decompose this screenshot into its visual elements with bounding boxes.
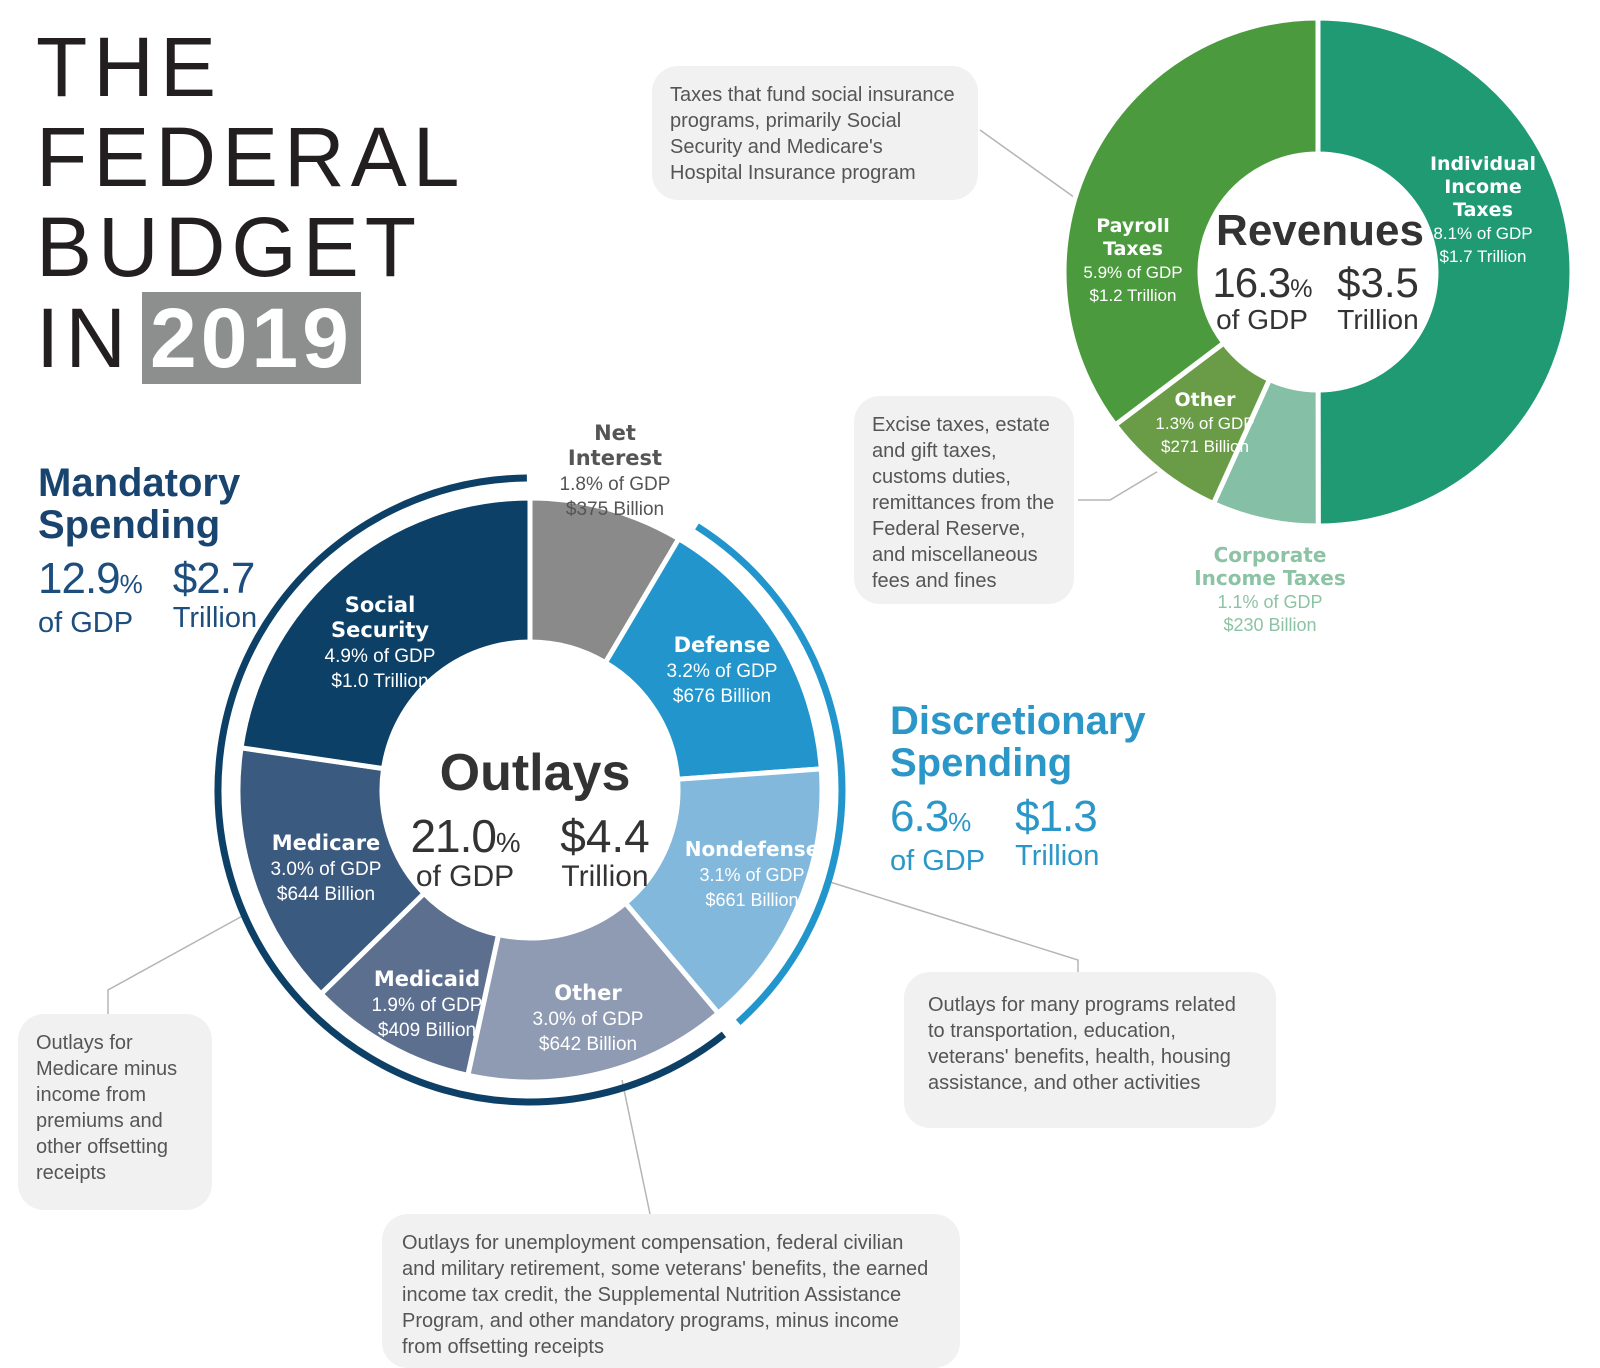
revenues-slice-individual-income-taxes [1315,15,1575,529]
outlays-label-social-security-name-1: Security [331,618,429,642]
outlays-label-other-pct: 3.0% of GDP [533,1009,644,1030]
page-title: THE FEDERAL BUDGET IN 2019 [36,22,465,384]
discretionary-heading-2: Spending [890,741,1073,785]
revenues-label-corporate-income-taxes-name-0: Corporate [1214,543,1327,567]
discretionary-spending-summary: Discretionary Spending 6.3% of GDP $1.3 Tri… [890,700,1146,877]
note-other-revenue: Excise taxes, estate and gift taxes, cus… [854,396,1074,604]
revenues-label-payroll-taxes-name-1: Taxes [1103,238,1163,260]
revenues-center-pct-value: 16.3 [1212,259,1290,306]
outlays-label-net-interest-pct: 1.8% of GDP [560,474,671,495]
mandatory-pct-label: of GDP [38,607,134,639]
revenues-center-amount: $3.5 [1337,259,1419,306]
outlays-center-amount: $4.4 [560,810,650,862]
title-year: 2019 [142,292,361,384]
outlays-center-amount-label: Trillion [561,860,648,893]
outlays-label-medicare-amount: $644 Billion [277,884,375,905]
outlays-slice-defense [601,535,824,782]
revenues-label-corporate-income-taxes-amount: $230 Billion [1223,615,1316,635]
mandatory-bracket-arc [214,474,727,1106]
revenues-label-individual-income-taxes-pct: 8.1% of GDP [1433,224,1532,243]
revenues-label-other-pct: 1.3% of GDP [1155,414,1254,433]
outlays-center-pct-label: of GDP [416,860,514,893]
revenues-label-individual-income-taxes-name-0: Individual [1430,153,1536,175]
note-other-outlays: Outlays for unemployment compensation, f… [382,1214,960,1368]
revenues-label-payroll-taxes-amount: $1.2 Trillion [1090,286,1177,305]
outlays-label-defense-pct: 3.2% of GDP [667,661,778,682]
connector-other-revenue [1078,469,1161,501]
outlays-slice-medicare [235,744,428,998]
outlays-label-net-interest-name-0: Net [594,421,636,445]
mandatory-pct: 12.9 [38,554,121,603]
mandatory-heading-2: Spending [38,503,221,547]
outlays-label-medicare-name-0: Medicare [272,831,381,855]
mandatory-amount: $2.7 [172,554,256,603]
outlays-label-social-security-amount: $1.0 Trillion [331,671,428,692]
discretionary-pct-unit: % [948,807,972,837]
note-nondefense: Outlays for many programs related to tra… [904,972,1276,1128]
mandatory-amount-label: Trillion [172,602,258,634]
outlays-label-defense-name-0: Defense [674,633,771,657]
discretionary-pct: 6.3 [890,792,949,841]
outlays-label-medicaid-name-0: Medicaid [374,967,480,991]
outlays-label-medicare-pct: 3.0% of GDP [271,859,382,880]
revenues-label-corporate-income-taxes-pct: 1.1% of GDP [1217,592,1322,612]
outlays-label-nondefense-name-0: Nondefense [685,837,820,861]
outlays-label-medicaid-amount: $409 Billion [378,1020,476,1041]
revenues-center-title: Revenues [1216,206,1424,255]
mandatory-spending-summary: Mandatory Spending 12.9% of GDP $2.7 Trilli… [38,462,257,639]
note-connector-lines [107,129,1161,1215]
revenues-slice-payroll-taxes [1061,15,1321,429]
outlays-label-nondefense-pct: 3.1% of GDP [699,865,804,885]
mandatory-heading-1: Mandatory [38,461,241,505]
outlays-center-pct-value: 21.0 [410,810,496,862]
connector-nondefense [829,881,1079,972]
revenues-label-individual-income-taxes-name-2: Taxes [1453,199,1513,221]
outlays-label-net-interest-amount: $375 Billion [566,499,664,520]
outlays-label-nondefense-amount: $661 Billion [705,890,798,910]
revenues-label-other-amount: $271 Billion [1161,437,1249,456]
revenues-label-payroll-taxes-pct: 5.9% of GDP [1083,263,1182,282]
outlays-center-pct: 21.0% [410,810,520,862]
outlays-center-title: Outlays [440,744,631,802]
revenues-center-pct-unit: % [1290,275,1312,303]
revenues-label-individual-income-taxes-name-1: Income [1444,176,1522,198]
title-line-4: IN [36,291,132,385]
title-line-1: THE [36,20,222,114]
outlays-slice-social-security [238,495,533,772]
revenues-center-pct: 16.3% [1212,259,1312,306]
revenues-label-other-name-0: Other [1174,389,1236,411]
outlays-label-medicaid-pct: 1.9% of GDP [372,995,483,1016]
revenues-center-pct-label: of GDP [1216,304,1308,335]
discretionary-amount-label: Trillion [1015,840,1100,872]
outlays-label-other-name-0: Other [554,981,622,1005]
outlays-center-pct-unit: % [496,827,520,858]
outlays-label-net-interest-name-1: Interest [568,446,662,470]
outlays-slice-nondefense [621,766,825,1017]
outlays-label-other-amount: $642 Billion [539,1034,637,1055]
note-medicare: Outlays for Medicare minus income from p… [18,1014,212,1210]
revenues-center-amount-label: Trillion [1337,304,1418,335]
outlays-slice-other [464,899,722,1085]
outlays-label-defense-amount: $676 Billion [673,686,771,707]
title-line-3: BUDGET [36,200,423,294]
revenues-label-corporate-income-taxes-name-1: Income Taxes [1194,566,1346,590]
connector-medicare [107,913,247,1014]
connector-payroll [979,129,1079,201]
outlays-label-social-security-pct: 4.9% of GDP [325,646,436,667]
connector-other-outlays [621,1079,651,1215]
discretionary-bracket-arc [695,523,846,1025]
discretionary-heading-1: Discretionary [890,699,1146,743]
revenues-label-individual-income-taxes-amount: $1.7 Trillion [1440,247,1527,266]
discretionary-amount: $1.3 [1015,792,1098,841]
outlays-label-social-security-name-0: Social [345,593,416,617]
revenues-label-payroll-taxes-name-0: Payroll [1096,215,1170,237]
note-payroll-taxes: Taxes that fund social insurance program… [652,66,978,200]
title-line-2: FEDERAL [36,110,466,204]
mandatory-pct-unit: % [119,569,143,599]
discretionary-pct-label: of GDP [890,845,986,877]
